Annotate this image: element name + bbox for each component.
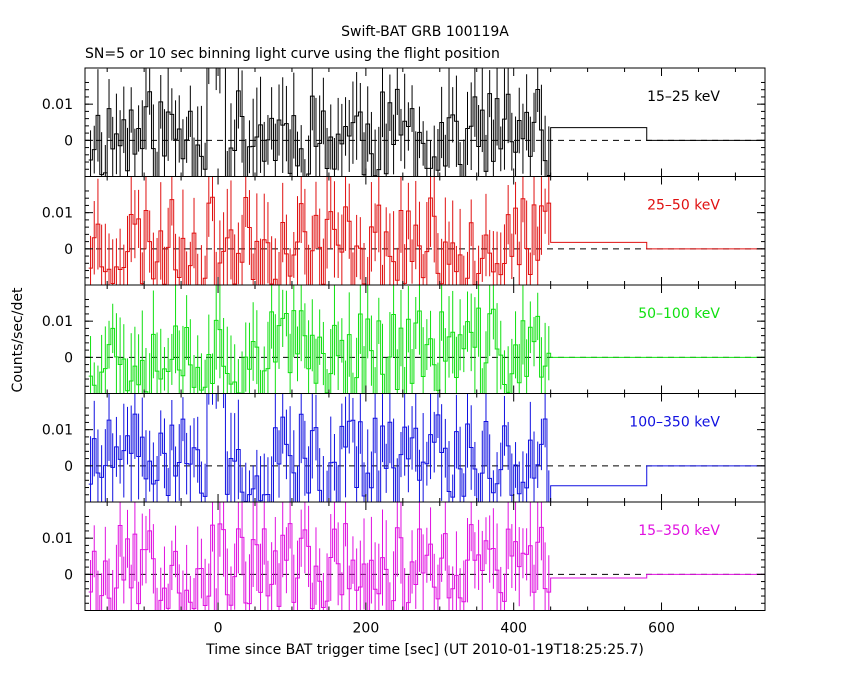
- panel-2: 25–50 keV 0 0.01: [42, 176, 766, 286]
- y-tick-label: 0: [64, 133, 73, 149]
- light-curve-series: [88, 523, 765, 611]
- light-curve-series: [88, 196, 765, 285]
- panel-frame: [84, 501, 766, 611]
- band-label: 15–25 keV: [647, 89, 720, 105]
- band-label: 25–50 keV: [647, 198, 720, 214]
- panel-data: [85, 176, 765, 285]
- band-label: 100–350 keV: [629, 415, 720, 431]
- x-tick-label: 600: [648, 621, 675, 637]
- panel-4: 100–350 keV 0 0.01: [42, 393, 766, 503]
- y-tick-label: 0.01: [42, 423, 73, 439]
- light-curve-series: [88, 393, 765, 502]
- light-curve-series: [88, 68, 765, 177]
- y-tick-label: 0: [64, 459, 73, 475]
- y-axis-label: Counts/sec/det: [10, 287, 26, 392]
- y-tick-label: 0: [64, 350, 73, 366]
- band-label: 15–350 keV: [638, 523, 720, 539]
- x-tick-label: 400: [500, 621, 527, 637]
- y-tick-label: 0.01: [42, 314, 73, 330]
- y-tick-label: 0.01: [42, 97, 73, 113]
- panel-data: [85, 502, 765, 611]
- band-label: 50–100 keV: [638, 306, 720, 322]
- panel-3: 50–100 keV 0 0.01: [42, 284, 766, 394]
- chart-subtitle: SN=5 or 10 sec binning light curve using…: [85, 46, 500, 62]
- chart-title: Swift-BAT GRB 100119A: [341, 24, 509, 40]
- panel-1: 15–25 keV 0 0.01: [42, 67, 766, 177]
- panel-5: 15–350 keV 0 0.01: [42, 501, 766, 611]
- light-curve-series: [88, 307, 765, 394]
- panel-data: [85, 285, 765, 394]
- panel-data: [85, 393, 765, 502]
- y-tick-label: 0: [64, 242, 73, 258]
- y-tick-label: 0.01: [42, 531, 73, 547]
- x-axis-label: Time since BAT trigger time [sec] (UT 20…: [205, 642, 644, 658]
- y-tick-label: 0.01: [42, 206, 73, 222]
- panel-data: [85, 68, 765, 177]
- x-tick-label: 200: [353, 621, 380, 637]
- y-tick-label: 0: [64, 567, 73, 583]
- x-tick-label: 0: [214, 621, 223, 637]
